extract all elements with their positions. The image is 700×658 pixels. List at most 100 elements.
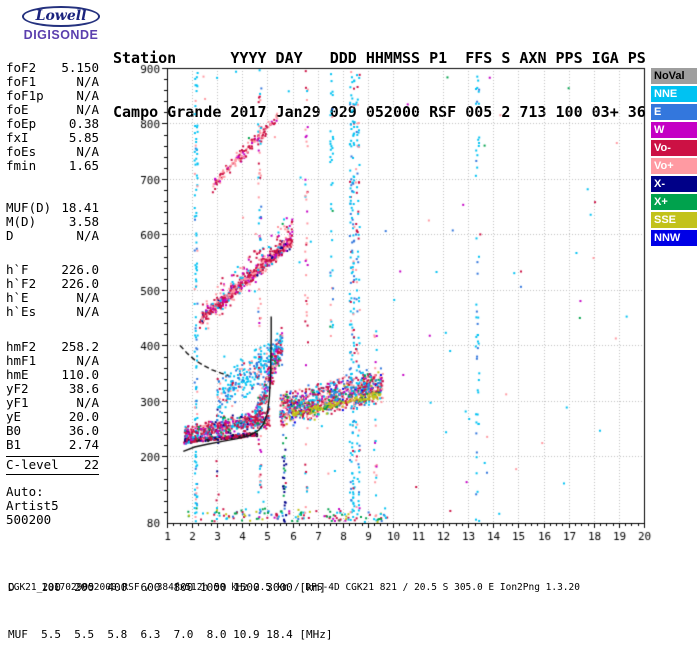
- param-value: N/A: [76, 102, 99, 117]
- param-row-hmf2: hmF2 258.2: [6, 340, 99, 354]
- file-info-footer: CGK21_2017029052000.RSF / 384fx512h 50 k…: [8, 582, 580, 593]
- param-label: MUF(D): [6, 200, 52, 215]
- param-label: foF2: [6, 60, 37, 75]
- param-group: h`F 226.0 h`F2 226.0 h`E N/A h`Es N/A: [6, 263, 99, 319]
- param-row-hes: h`Es N/A: [6, 305, 99, 319]
- param-row-mufd: MUF(D) 18.41: [6, 201, 99, 215]
- muf-row: MUF 5.5 5.5 5.8 6.3 7.0 8.0 10.9 18.4 [M…: [8, 627, 333, 641]
- param-label: hmE: [6, 367, 29, 382]
- param-value: 20.0: [68, 409, 99, 424]
- logo-product-text: DIGISONDE: [23, 28, 99, 42]
- param-label: hmF2: [6, 339, 37, 354]
- ionogram-plot: [135, 60, 655, 542]
- param-value: N/A: [76, 74, 99, 89]
- param-row-foep: foEp 0.38: [6, 117, 99, 131]
- param-group: MUF(D) 18.41 M(D) 3.58 D N/A: [6, 201, 99, 243]
- confidence-level-box: C-level 22: [6, 456, 99, 475]
- autoscaling-info: Auto: Artist5 500200: [6, 485, 99, 527]
- distance-row: D 100 200 400 600 800 1000 1500 3000 [km…: [8, 581, 326, 594]
- param-row-clevel: C-level 22: [6, 458, 99, 472]
- doppler-direction-legend: NoVal NNE E W Vo- Vo+ X- X+ SSE NNW: [651, 68, 697, 248]
- param-value: N/A: [76, 395, 99, 410]
- param-label: foF1p: [6, 88, 44, 103]
- param-value: 258.2: [61, 339, 99, 354]
- legend-item-xplus: X+: [651, 194, 697, 210]
- param-row-foe: foE N/A: [6, 103, 99, 117]
- param-row-hf: h`F 226.0: [6, 263, 99, 277]
- param-row-hme: hmE 110.0: [6, 368, 99, 382]
- legend-item-voplus: Vo+: [651, 158, 697, 174]
- legend-item-e: E: [651, 104, 697, 120]
- param-label: C-level: [6, 457, 59, 472]
- auto-line-auto: Auto:: [6, 484, 44, 499]
- param-row-b1: B1 2.74: [6, 438, 99, 452]
- param-row-fof1p: foF1p N/A: [6, 89, 99, 103]
- legend-item-nne: NNE: [651, 86, 697, 102]
- param-value: 2.74: [68, 437, 99, 452]
- logo-brand-text: Lowell: [35, 8, 87, 24]
- lowell-digisonde-logo: Lowell DIGISONDE: [10, 5, 112, 42]
- param-row-md: M(D) 3.58: [6, 215, 99, 229]
- param-value: 110.0: [61, 367, 99, 382]
- distance-muf-table: D 100 200 400 600 800 1000 1500 3000 [km…: [8, 549, 333, 658]
- param-label: h`F: [6, 262, 29, 277]
- param-value: N/A: [76, 144, 99, 159]
- param-value: 0.38: [68, 116, 99, 131]
- param-value: 36.0: [68, 423, 99, 438]
- param-label: foE: [6, 102, 29, 117]
- param-label: B1: [6, 437, 22, 452]
- param-row-hf2: h`F2 226.0: [6, 277, 99, 291]
- param-row-hmf1: hmF1 N/A: [6, 354, 99, 368]
- legend-item-nnw: NNW: [651, 230, 697, 246]
- param-label: B0: [6, 423, 22, 438]
- param-row-ye: yE 20.0: [6, 410, 99, 424]
- param-label: h`E: [6, 290, 29, 305]
- auto-line-500200: 500200: [6, 512, 52, 527]
- param-value: 38.6: [68, 381, 99, 396]
- auto-line-artist5: Artist5: [6, 498, 59, 513]
- param-row-fxi: fxI 5.85: [6, 131, 99, 145]
- param-label: M(D): [6, 214, 37, 229]
- parameter-list: foF2 5.150 foF1 N/A foF1p N/A foE N/A foEp 0.38 fx…: [6, 61, 99, 452]
- param-row-yf1: yF1 N/A: [6, 396, 99, 410]
- logo-brand: Lowell: [21, 6, 101, 27]
- param-row-fmin: fmin 1.65: [6, 159, 99, 173]
- legend-item-vominus: Vo-: [651, 140, 697, 156]
- param-label: yF1: [6, 395, 29, 410]
- param-label: hmF1: [6, 353, 37, 368]
- param-value: N/A: [76, 88, 99, 103]
- param-value: N/A: [76, 228, 99, 243]
- parameter-panel: foF2 5.150 foF1 N/A foF1p N/A foE N/A foEp 0.38 fx…: [6, 61, 99, 527]
- param-label: h`F2: [6, 276, 37, 291]
- param-label: foF1: [6, 74, 37, 89]
- param-label: foEp: [6, 116, 37, 131]
- param-row-fof2: foF2 5.150: [6, 61, 99, 75]
- param-label: foEs: [6, 144, 37, 159]
- param-value: N/A: [76, 290, 99, 305]
- param-row-d: D N/A: [6, 229, 99, 243]
- param-value: 18.41: [61, 200, 99, 215]
- param-label: h`Es: [6, 304, 37, 319]
- param-value: N/A: [76, 304, 99, 319]
- param-group: foF2 5.150 foF1 N/A foF1p N/A foE N/A foEp 0.38 fx…: [6, 61, 99, 173]
- param-label: yE: [6, 409, 22, 424]
- param-value: 22: [83, 457, 99, 472]
- param-label: yF2: [6, 381, 29, 396]
- param-value: 5.150: [61, 60, 99, 75]
- param-group: hmF2 258.2 hmF1 N/A hmE 110.0 yF2 38.6 yF1 N/A yE 2…: [6, 340, 99, 452]
- param-value: 226.0: [61, 262, 99, 277]
- legend-item-noval: NoVal: [651, 68, 697, 84]
- param-row-yf2: yF2 38.6: [6, 382, 99, 396]
- param-label: fxI: [6, 130, 29, 145]
- param-value: N/A: [76, 353, 99, 368]
- param-row-b0: B0 36.0: [6, 424, 99, 438]
- param-value: 1.65: [68, 158, 99, 173]
- legend-item-xminus: X-: [651, 176, 697, 192]
- legend-item-sse: SSE: [651, 212, 697, 228]
- param-label: fmin: [6, 158, 37, 173]
- param-row-foes: foEs N/A: [6, 145, 99, 159]
- param-value: 226.0: [61, 276, 99, 291]
- legend-item-w: W: [651, 122, 697, 138]
- param-row-he: h`E N/A: [6, 291, 99, 305]
- param-value: 5.85: [68, 130, 99, 145]
